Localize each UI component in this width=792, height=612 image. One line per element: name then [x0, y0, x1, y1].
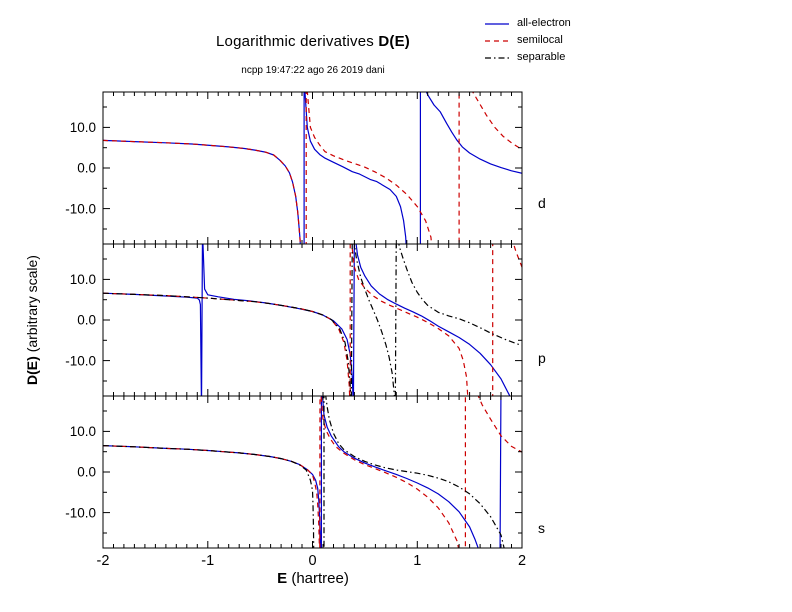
y-tick-label: 10.0 — [70, 120, 96, 135]
chart-title-math: D(E) — [378, 33, 410, 50]
y-tick-label: 10.0 — [70, 424, 96, 439]
x-tick-label: -1 — [201, 553, 214, 569]
legend-label: all-electron — [517, 17, 571, 29]
y-tick-label: 10.0 — [70, 272, 96, 287]
s-separable-curve — [103, 396, 505, 548]
legend-item-separable: separable — [484, 49, 571, 66]
y-tick-label: 0.0 — [77, 465, 96, 480]
s-semilocal-curve — [103, 396, 522, 548]
y-tick-label: -10.0 — [65, 505, 96, 520]
p-all-electron-curve — [103, 244, 511, 396]
x-axis-title: E (hartree) — [103, 570, 523, 587]
s-all-electron-curve — [103, 396, 502, 548]
panel-label-d: d — [538, 195, 546, 211]
y-tick-label: 0.0 — [77, 313, 96, 328]
solid-line-icon — [485, 22, 509, 25]
legend-label: semilocal — [517, 34, 563, 46]
panel-s-group: 10.0 0.0 -10.0 — [65, 395, 523, 549]
panel-p-frame — [102, 243, 523, 397]
legend-item-all-electron: all-electron — [484, 15, 571, 32]
y-tick-label: -10.0 — [65, 353, 96, 368]
y-axis-title-rest: (arbitrary scale) — [24, 255, 40, 357]
y-tick-label: 0.0 — [77, 161, 96, 176]
y-axis-title-math: D(E) — [24, 356, 40, 385]
legend: all-electron semilocal separable — [484, 15, 571, 66]
legend-label: separable — [517, 51, 566, 63]
chart-title: Logarithmic derivatives D(E) — [103, 33, 523, 50]
x-axis-title-rest: (hartree) — [287, 570, 349, 587]
chart-subtitle: ncpp 19:47:22 ago 26 2019 dani — [241, 65, 385, 76]
legend-item-semilocal: semilocal — [484, 32, 571, 49]
x-tick-label: 0 — [308, 553, 316, 569]
x-tick-label: 2 — [518, 553, 526, 569]
dash-dot-line-icon — [485, 56, 509, 59]
chart-title-text: Logarithmic derivatives — [215, 33, 379, 50]
panel-d-group: 10.0 0.0 -10.0 — [65, 91, 523, 245]
x-tick-label: 1 — [413, 553, 421, 569]
d-all-electron-curve — [103, 92, 522, 244]
panel-label-s: s — [538, 520, 545, 536]
panel-label-p: p — [538, 350, 546, 366]
p-semilocal-curve — [103, 244, 522, 396]
d-semilocal-curve — [103, 92, 522, 244]
y-axis-title: D(E) (arbitrary scale) — [24, 210, 40, 430]
dashed-line-icon — [485, 39, 509, 42]
x-tick-label: -2 — [97, 553, 110, 569]
panel-p-group: 10.0 0.0 -10.0 — [65, 243, 523, 397]
x-axis-title-math: E — [277, 570, 288, 587]
y-tick-label: -10.0 — [65, 201, 96, 216]
panel-s-frame — [102, 395, 523, 549]
p-separable-curve — [103, 244, 522, 396]
